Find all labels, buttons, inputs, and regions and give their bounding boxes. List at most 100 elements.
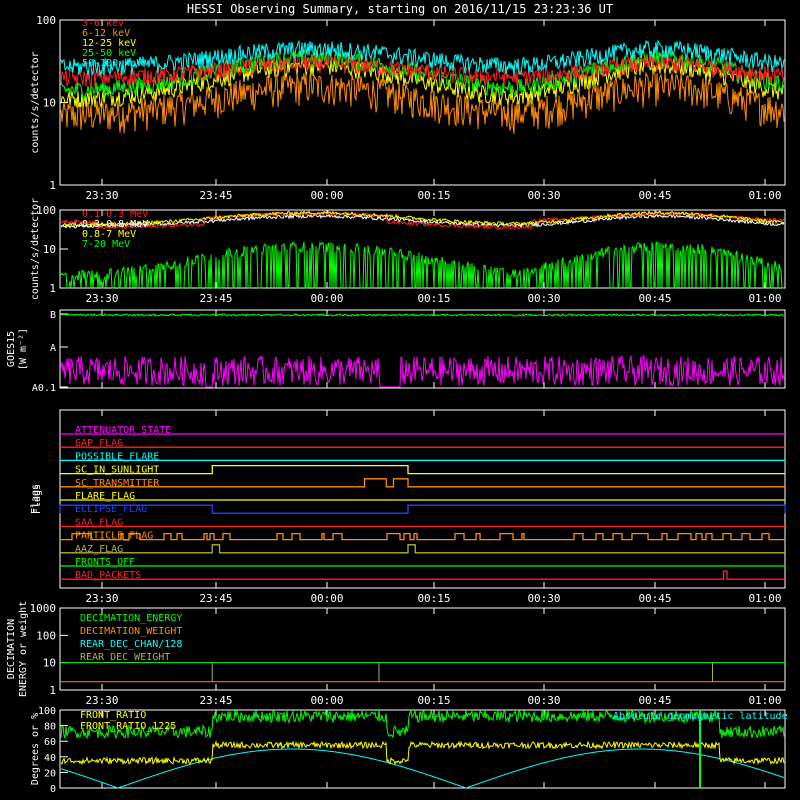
- legend-entry: DECIMATION_ENERGY: [80, 613, 182, 624]
- y-tick-label: 10: [43, 657, 56, 670]
- x-tick-label: 00:30: [527, 592, 560, 605]
- legend-entry: 3-6 keV: [82, 18, 124, 29]
- series-line-0: [60, 53, 785, 88]
- y-tick-label: 1: [49, 684, 56, 697]
- y-axis-label: GOES15: [6, 331, 17, 367]
- flag-line-eclipse_flag: [59, 504, 786, 514]
- flag-label: POSSIBLE_FLARE: [75, 451, 159, 462]
- x-tick-label: 23:45: [199, 592, 232, 605]
- x-tick-label: 23:30: [85, 694, 118, 707]
- flag-line-sc_transmitter: [60, 478, 785, 488]
- y-tick-label: 10: [43, 243, 56, 256]
- legend-entry: FRONT_RATIO_1225: [80, 721, 176, 732]
- y-tick-label: 100: [38, 706, 56, 717]
- x-tick-label: 23:30: [85, 189, 118, 202]
- y-tick-label: 100: [36, 204, 56, 217]
- y-tick-label: B: [50, 310, 56, 321]
- flag-line-aaz_flag: [60, 544, 785, 554]
- latitude-annotation: Absolute geomagnetic latitude: [613, 711, 788, 722]
- x-tick-label: 00:00: [310, 189, 343, 202]
- flag-label: FLARE_FLAG: [75, 491, 135, 502]
- x-tick-label: 00:30: [527, 189, 560, 202]
- y-tick-label: 60: [44, 737, 56, 748]
- x-tick-label: 01:00: [748, 292, 781, 305]
- legend-entry: FRONT_RATIO: [80, 710, 146, 721]
- y-tick-label: 80: [44, 722, 56, 733]
- series-line-4: [60, 39, 785, 77]
- x-tick-label: 00:45: [638, 189, 671, 202]
- x-tick-label: 00:45: [638, 592, 671, 605]
- y-axis-label: counts/s/detector: [30, 198, 41, 300]
- legend-entry: 0.1-0.3 MeV: [82, 209, 148, 220]
- y-axis-label: Flags: [32, 484, 43, 514]
- y-tick-label: A: [50, 343, 56, 354]
- legend-entry: 12-25 keV: [82, 38, 136, 49]
- flag-label: PARTICLE_FLAG: [75, 531, 153, 542]
- y-axis-label: Flags: [30, 484, 41, 514]
- x-tick-label: 23:45: [199, 292, 232, 305]
- x-tick-label: 00:45: [638, 292, 671, 305]
- y-axis-label: counts/s/detector: [30, 51, 41, 153]
- y-tick-label: 1: [49, 179, 56, 192]
- series-line-1: [60, 71, 785, 134]
- y-axis-label: DECIMATION: [6, 619, 17, 679]
- x-tick-label: 00:45: [638, 694, 671, 707]
- flag-label: AAZ_FLAG: [75, 544, 123, 555]
- x-tick-label: 00:00: [310, 292, 343, 305]
- flag-line-sc_in_sunlight: [60, 464, 785, 475]
- legend-entry: 7-20 MeV: [82, 239, 130, 250]
- y-tick-label: 100: [36, 629, 56, 642]
- panel-frame-decimation: [59, 607, 786, 691]
- chart-title: HESSI Observing Summary, starting on 201…: [187, 2, 613, 16]
- panel-frame-ratios: [59, 709, 786, 789]
- goes-long-line: [60, 312, 785, 317]
- y-tick-label: 0: [50, 784, 56, 795]
- flag-label: BAD_PACKETS: [75, 570, 141, 581]
- x-tick-label: 00:30: [527, 694, 560, 707]
- flag-label: ECLIPSE_FLAG: [75, 504, 147, 515]
- flag-label: SC_IN_SUNLIGHT: [75, 465, 159, 476]
- legend-entry: 25-50 keV: [82, 48, 136, 59]
- series-line-3: [60, 241, 784, 289]
- legend-entry: 6-12 keV: [82, 28, 130, 39]
- legend-entry: DECIMATION_WEIGHT: [80, 626, 182, 637]
- panel-frame-flags: [59, 409, 786, 589]
- flag-line-particle_flag: [60, 532, 785, 541]
- flag-label: SAA_FLAG: [75, 517, 123, 528]
- y-axis-label: ENERGY or weight: [18, 601, 29, 697]
- y-tick-label: 20: [44, 768, 56, 779]
- flag-label: ATTENUATOR_STATE: [75, 425, 171, 436]
- x-tick-label: 01:00: [748, 694, 781, 707]
- y-tick-label: 10: [43, 97, 56, 110]
- x-tick-label: 23:30: [85, 592, 118, 605]
- x-tick-label: 00:30: [527, 292, 560, 305]
- x-tick-label: 23:45: [199, 694, 232, 707]
- y-tick-label: 40: [44, 753, 56, 764]
- x-tick-label: 01:00: [748, 189, 781, 202]
- legend-entry: REAR_DEC_CHAN/128: [80, 639, 182, 650]
- x-tick-label: 00:00: [310, 694, 343, 707]
- legend-entry: 50-100 keV: [82, 58, 142, 69]
- x-tick-label: 23:30: [85, 292, 118, 305]
- legend-entry: 0.8-7 MeV: [82, 229, 136, 240]
- series-line-2: [60, 210, 785, 227]
- flag-line-bad_packets: [60, 570, 785, 580]
- y-axis-label: [W m⁻²]: [18, 328, 29, 370]
- x-tick-label: 00:15: [417, 189, 450, 202]
- flag-label: SC_TRANSMITTER: [75, 478, 160, 489]
- y-tick-label: 100: [36, 14, 56, 27]
- front-ratio-1225-line: [60, 740, 785, 766]
- latitude-line: [60, 748, 785, 789]
- legend-entry: 0.3-0.8 MeV: [82, 219, 148, 230]
- x-tick-label: 00:00: [310, 592, 343, 605]
- y-tick-label: A0.1: [32, 383, 56, 394]
- x-tick-label: 00:15: [417, 292, 450, 305]
- legend-entry: REAR_DEC_WEIGHT: [80, 652, 170, 663]
- y-axis-label: Degrees or %: [30, 713, 41, 785]
- x-tick-label: 01:00: [748, 592, 781, 605]
- x-tick-label: 00:15: [417, 694, 450, 707]
- goes-short-line: [60, 354, 785, 388]
- series-line-1: [60, 213, 785, 229]
- front-ratio-line: [60, 708, 785, 740]
